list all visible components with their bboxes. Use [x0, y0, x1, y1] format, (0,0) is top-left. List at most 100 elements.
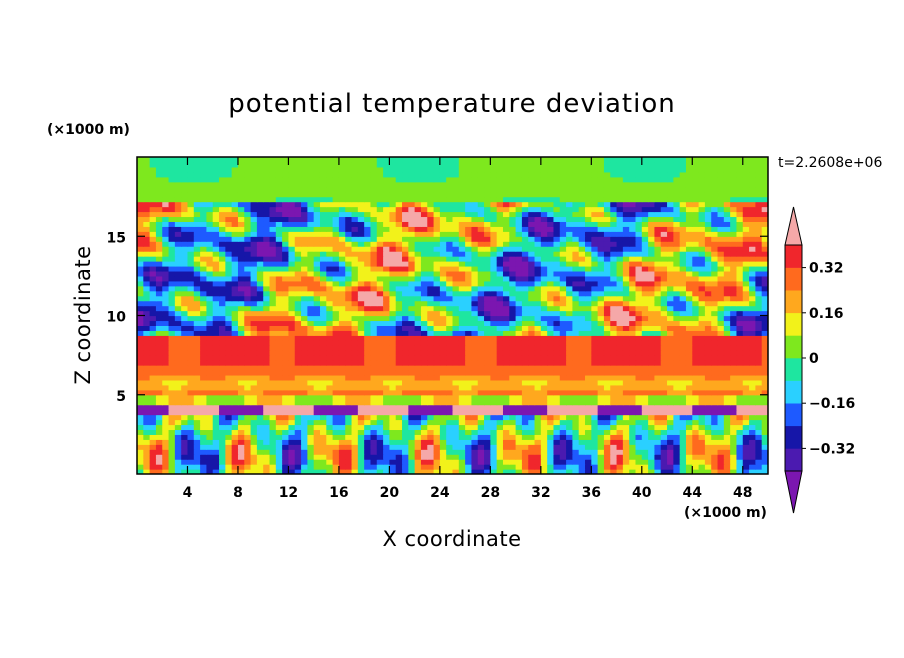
field-cell: [219, 335, 226, 341]
field-cell: [143, 419, 151, 426]
field-cell: [282, 360, 290, 366]
field-cell: [338, 434, 346, 440]
field-cell: [603, 389, 611, 396]
field-cell: [433, 459, 441, 465]
field-cell: [509, 434, 517, 440]
field-cell: [547, 434, 555, 440]
field-cell: [528, 424, 536, 431]
field-cell: [648, 261, 656, 267]
field-cell: [559, 231, 567, 237]
field-cell: [534, 305, 542, 312]
field-cell: [742, 285, 750, 292]
field-cell: [301, 285, 308, 292]
field-cell: [319, 345, 327, 351]
field-cell: [679, 261, 687, 267]
field-cell: [187, 454, 195, 460]
field-cell: [439, 444, 447, 450]
field-cell: [231, 469, 239, 474]
field-cell: [559, 251, 567, 257]
field-cell: [502, 270, 510, 277]
field-cell: [704, 355, 712, 361]
field-cell: [383, 236, 390, 242]
field-cell: [749, 409, 756, 416]
field-cell: [761, 434, 768, 440]
field-cell: [648, 280, 656, 287]
field-cell: [237, 419, 245, 426]
field-cell: [225, 256, 233, 262]
field-cell: [332, 325, 340, 331]
field-cell: [730, 275, 738, 282]
field-cell: [408, 236, 416, 242]
field-cell: [439, 325, 447, 331]
field-cell: [237, 355, 245, 361]
field-cell: [679, 330, 687, 336]
field-cell: [547, 414, 555, 421]
field-cell: [193, 280, 201, 287]
field-cell: [515, 295, 523, 302]
field-cell: [427, 256, 435, 262]
field-cell: [698, 226, 706, 232]
field-cell: [389, 270, 397, 277]
field-cell: [610, 275, 618, 282]
field-cell: [200, 419, 208, 426]
field-cell: [572, 444, 580, 450]
field-cell: [540, 295, 548, 302]
field-cell: [231, 384, 239, 391]
field-cell: [616, 379, 624, 386]
field-cell: [433, 384, 441, 391]
field-cell: [408, 369, 416, 376]
field-cell: [484, 315, 491, 322]
field-cell: [723, 261, 731, 267]
field-cell: [667, 265, 674, 272]
field-cell: [383, 384, 390, 391]
field-cell: [736, 414, 744, 421]
field-cell: [181, 265, 189, 272]
field-cell: [137, 434, 144, 440]
field-cell: [736, 325, 744, 331]
field-cell: [692, 330, 700, 336]
field-cell: [143, 275, 151, 282]
field-cell: [610, 469, 618, 474]
field-cell: [654, 404, 662, 411]
field-cell: [395, 374, 403, 381]
field-cell: [332, 419, 340, 426]
field-cell: [484, 246, 491, 252]
field-cell: [212, 335, 220, 341]
field-cell: [288, 464, 296, 470]
field-cell: [383, 469, 390, 474]
field-cell: [540, 290, 548, 297]
field-cell: [566, 265, 573, 272]
field-cell: [742, 419, 750, 426]
field-cell: [162, 270, 170, 277]
field-cell: [667, 469, 674, 474]
field-cell: [288, 246, 296, 252]
field-cell: [263, 300, 271, 307]
field-cell: [578, 439, 586, 445]
field-cell: [622, 350, 630, 356]
field-cell: [673, 251, 681, 257]
field-cell: [326, 280, 334, 287]
field-cell: [200, 226, 208, 232]
field-cell: [496, 434, 504, 440]
field-cell: [250, 310, 258, 317]
field-cell: [143, 429, 151, 435]
field-cell: [137, 469, 144, 474]
field-cell: [648, 394, 656, 401]
field-cell: [332, 270, 340, 277]
field-cell: [219, 369, 226, 376]
field-cell: [458, 350, 466, 356]
field-cell: [275, 335, 283, 341]
field-cell: [717, 300, 725, 307]
field-cell: [496, 394, 504, 401]
field-cell: [717, 270, 725, 277]
field-cell: [383, 246, 390, 252]
field-cell: [219, 345, 226, 351]
field-cell: [231, 355, 239, 361]
field-cell: [143, 265, 151, 272]
field-cell: [187, 285, 195, 292]
field-cell: [685, 290, 693, 297]
field-cell: [597, 404, 605, 411]
field-cell: [162, 290, 170, 297]
field-cell: [269, 265, 277, 272]
field-cell: [433, 251, 441, 257]
